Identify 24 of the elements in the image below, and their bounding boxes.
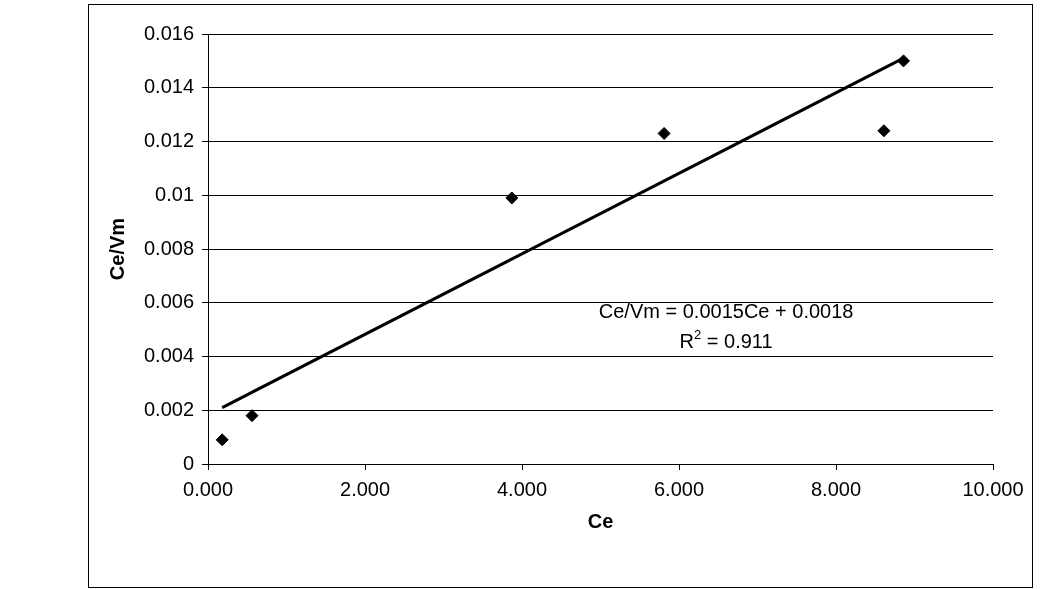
x-tick-label: 4.000 [497,477,548,500]
y-tick-label: 0.016 [143,21,195,44]
x-axis-title: Ce [587,509,614,532]
y-tick-label: 0.01 [155,182,195,205]
x-tick-label: 10.000 [962,477,1024,500]
y-tick-label: 0.004 [143,344,195,367]
x-tick-label: 6.000 [653,477,705,500]
y-tick-label: 0.008 [143,236,195,259]
point [657,126,671,140]
y-tick-label: 0.006 [143,290,195,313]
point [215,433,229,447]
y-tick-label: 0.002 [143,397,195,420]
annotation: Ce/Vm = 0.0015Ce + 0.0018 [598,299,854,322]
y-axis-title: Ce/Vm [105,217,128,281]
y-tick-label: 0.012 [143,129,195,152]
x-tick-label: 8.000 [810,477,862,500]
y-tick-label: 0.014 [143,75,195,98]
point [877,124,891,138]
point [505,191,519,205]
point [245,409,259,423]
point [897,54,911,68]
x-tick-label: 0.000 [183,477,234,500]
x-tick-label: 2.000 [340,477,391,500]
y-tick-label: 0 [182,451,195,474]
